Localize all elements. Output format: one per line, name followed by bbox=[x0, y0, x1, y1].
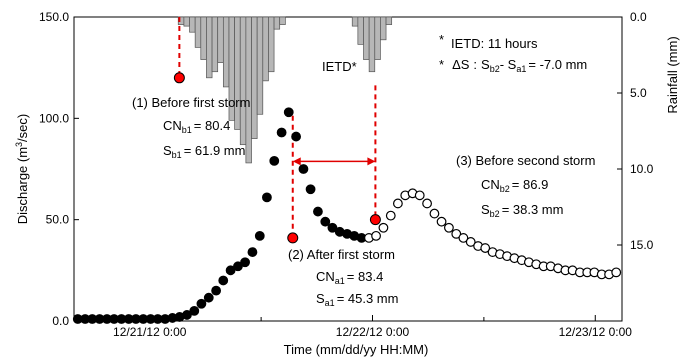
discharge-point-open bbox=[480, 243, 491, 253]
tick-marks bbox=[74, 16, 622, 322]
rain-bar bbox=[206, 16, 213, 79]
discharge-point-open bbox=[465, 237, 476, 247]
rain-bar bbox=[385, 16, 393, 25]
discharge-point-filled bbox=[254, 230, 265, 241]
ietd-note-star: * bbox=[439, 32, 444, 47]
storm2-title: (2) After first storm bbox=[288, 247, 395, 262]
rain-bar bbox=[380, 16, 387, 41]
discharge-point-open bbox=[458, 233, 469, 243]
right-tick-label: 10.0 bbox=[630, 162, 654, 176]
discharge-point-filled bbox=[313, 206, 323, 217]
rain-bar bbox=[194, 16, 202, 48]
storm3-s: Sb2 = 38.3 mm bbox=[481, 202, 563, 219]
rain-bar bbox=[279, 16, 286, 25]
right-tick-label: 5.0 bbox=[630, 86, 647, 100]
left-tick-label: 100.0 bbox=[39, 111, 69, 125]
discharge-point-filled bbox=[291, 131, 301, 142]
rain-bar bbox=[357, 16, 364, 45]
storm2-s: Sa1 = 45.3 mm bbox=[316, 291, 398, 308]
rain-bar bbox=[351, 16, 359, 27]
rain-bar bbox=[211, 16, 219, 73]
marker-before-second-storm bbox=[369, 214, 381, 226]
rain-bar bbox=[189, 16, 196, 33]
storm1-s: Sb1 = 61.9 mm bbox=[163, 143, 245, 160]
storm2-cn: CNa1 = 83.4 bbox=[316, 269, 383, 286]
discharge-point-filled bbox=[269, 155, 280, 166]
y-axis-title-right: Rainfall (mm) bbox=[665, 36, 680, 113]
ietd-arrow-head-right bbox=[367, 157, 376, 166]
discharge-point-filled bbox=[262, 192, 272, 203]
x-axis-title: Time (mm/dd/yy HH:MM) bbox=[284, 342, 429, 357]
left-tick-label: 50.0 bbox=[46, 213, 70, 227]
ietd-arrow-head-left bbox=[292, 157, 301, 166]
rain-bar bbox=[256, 16, 264, 115]
rain-bar bbox=[273, 16, 281, 30]
rain-bar bbox=[183, 16, 190, 27]
discharge-point-filled bbox=[298, 164, 309, 174]
right-tick-label: 0.0 bbox=[630, 10, 647, 24]
discharge-point-filled bbox=[218, 275, 229, 286]
rainfall-bars bbox=[177, 16, 393, 164]
rain-bar bbox=[374, 16, 381, 60]
discharge-point-filled bbox=[247, 247, 258, 257]
discharge-point-filled bbox=[283, 107, 294, 118]
marker-before-first-storm bbox=[173, 72, 185, 84]
discharge-point-open bbox=[371, 230, 381, 241]
ietd-note: IETD: 11 hours bbox=[451, 36, 538, 51]
discharge-point-filled bbox=[203, 292, 214, 303]
discharge-point-filled bbox=[189, 305, 200, 316]
rain-bar bbox=[222, 16, 230, 88]
discharge-point-open bbox=[392, 198, 403, 209]
discharge-point-open bbox=[422, 198, 432, 209]
rain-bar bbox=[363, 16, 370, 60]
rain-bar bbox=[268, 16, 275, 73]
rain-bar bbox=[239, 16, 247, 146]
discharge-point-filled bbox=[240, 257, 250, 268]
discharge-point-open bbox=[414, 190, 425, 201]
x-tick-label: 12/23/12 0:00 bbox=[559, 325, 633, 339]
x-tick-label: 12/22/12 0:00 bbox=[336, 325, 410, 339]
tick-labels: 0.0 50.0 100.0 150.0 0.0 5.0 10.0 15.0 12/21/12 … bbox=[39, 10, 654, 339]
rain-bar bbox=[234, 16, 241, 130]
discharge-point-open bbox=[436, 216, 447, 227]
discharge-point-filled bbox=[305, 184, 316, 195]
discharge-point-open bbox=[378, 222, 389, 233]
discharge-point-filled bbox=[196, 298, 207, 309]
rain-bar bbox=[245, 16, 252, 164]
rain-bar bbox=[200, 16, 207, 60]
rain-bar bbox=[251, 16, 258, 139]
ietd-arrow bbox=[292, 157, 376, 166]
rain-bar bbox=[217, 16, 224, 63]
rain-bar bbox=[368, 16, 376, 73]
storm3-cn: CNb2 = 86.9 bbox=[481, 177, 548, 194]
rain-bar bbox=[262, 16, 269, 82]
left-tick-label: 150.0 bbox=[39, 10, 69, 24]
discharge-point-open bbox=[429, 208, 440, 219]
discharge-point-open bbox=[611, 267, 622, 278]
delta-s-note: * ΔS: Sb2- Sa1 = -7.0 mm bbox=[439, 57, 587, 74]
discharge-point-open bbox=[444, 222, 454, 233]
discharge-point-filled bbox=[233, 261, 243, 272]
state-markers bbox=[173, 72, 381, 244]
right-tick-label: 15.0 bbox=[630, 238, 654, 252]
discharge-point-filled bbox=[276, 127, 287, 138]
discharge-point-filled bbox=[225, 265, 236, 276]
discharge-point-filled bbox=[211, 285, 222, 296]
discharge-points bbox=[72, 107, 622, 324]
storm1-title: (1) Before first storm bbox=[132, 95, 250, 110]
discharge-point-open bbox=[385, 210, 396, 221]
x-tick-label: 12/21/12 0:00 bbox=[113, 325, 187, 339]
discharge-point-open bbox=[451, 228, 462, 239]
y-axis-title-left: Discharge (m3/sec) bbox=[14, 114, 30, 224]
discharge-point-filled bbox=[327, 222, 338, 233]
discharge-point-filled bbox=[320, 216, 331, 227]
marker-after-first-storm bbox=[287, 232, 299, 244]
ietd-arrow-label: IETD* bbox=[322, 59, 357, 74]
discharge-point-filled bbox=[182, 310, 192, 320]
storm1-cn: CNb1 = 80.4 bbox=[163, 118, 230, 135]
left-tick-label: 0.0 bbox=[52, 314, 69, 328]
storm3-title: (3) Before second storm bbox=[456, 153, 595, 168]
